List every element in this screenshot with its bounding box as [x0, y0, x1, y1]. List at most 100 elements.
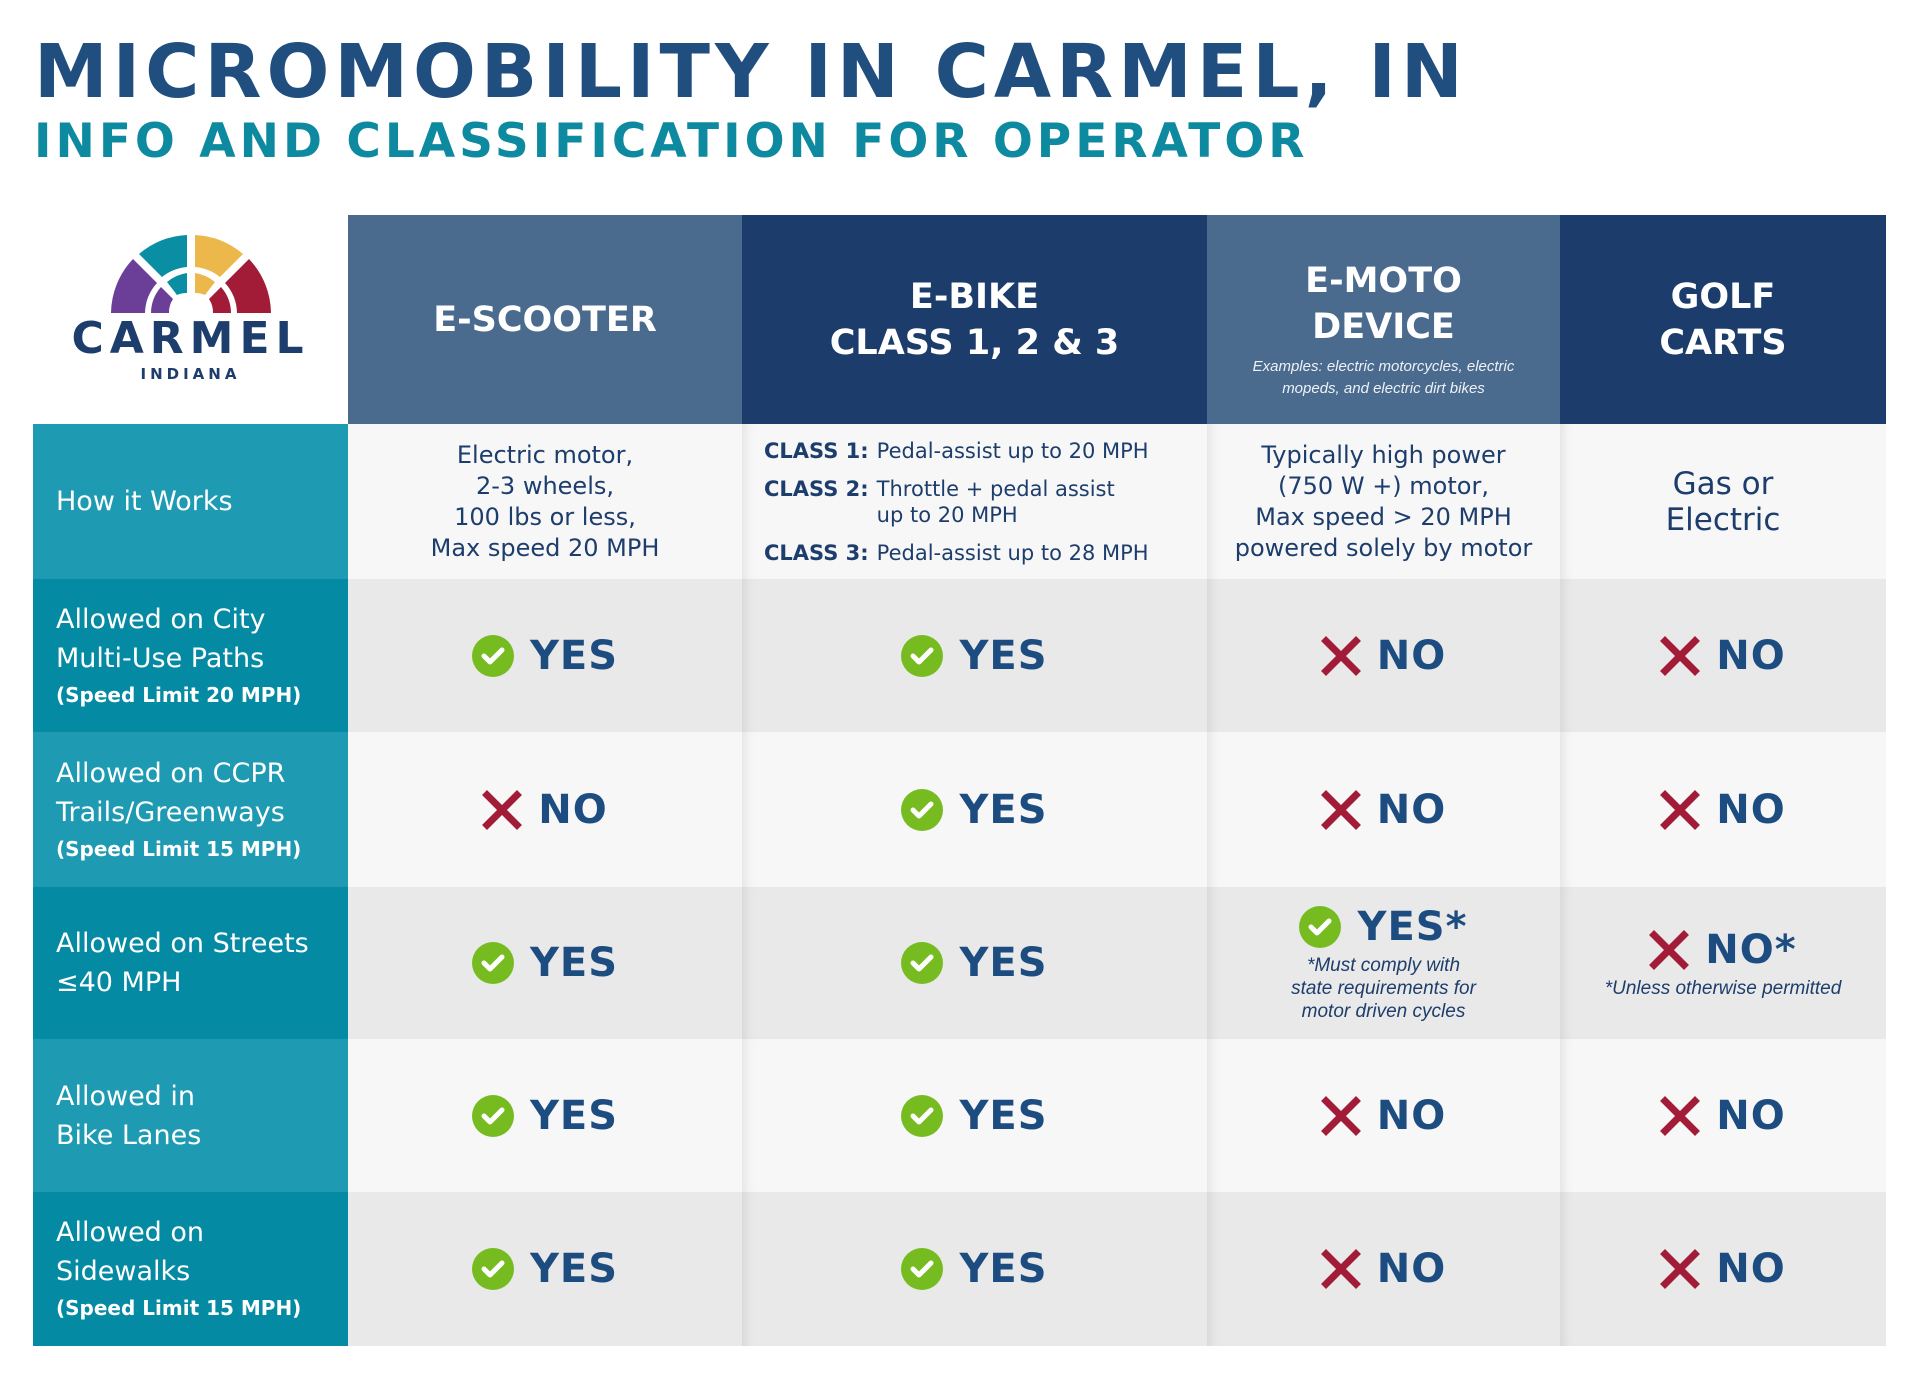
ebike-class-2: CLASS 2: Throttle + pedal assist up to 2…: [764, 476, 1115, 528]
verdict-text: NO*: [1705, 926, 1797, 973]
cell-ebike-row-5: YES: [742, 1192, 1207, 1346]
class-desc: Throttle + pedal assist up to 20 MPH: [877, 476, 1115, 528]
row-label-line: Allowed on CCPR: [56, 757, 286, 789]
no-verdict: NO: [1320, 787, 1446, 833]
x-mark-icon: [1660, 635, 1701, 676]
row-label-line: Allowed on Streets: [56, 928, 309, 959]
row-label-1: Allowed on City Multi-Use Paths (Speed Lim…: [33, 579, 348, 732]
header-title: E-SCOOTER: [433, 299, 657, 340]
how-cell-emoto: Typically high power (750 W +) motor, Ma…: [1207, 424, 1560, 579]
verdict-text: NO: [538, 786, 608, 833]
verdict-text: YES: [529, 1092, 619, 1139]
class-key: CLASS 1:: [764, 438, 869, 463]
column-header-escooter: E-SCOOTER: [348, 215, 742, 424]
verdict-text: YES: [529, 632, 619, 679]
verdict-text: YES: [529, 1246, 619, 1292]
note-line: mopeds, and electric dirt bikes: [1282, 379, 1485, 397]
check-circle-icon: [901, 942, 944, 984]
how-line: powered solely by motor: [1234, 533, 1533, 562]
footnote-line: motor driven cycles: [1301, 1000, 1466, 1022]
class-key: CLASS 2:: [764, 476, 869, 501]
cell-golf-row-5: NO: [1560, 1192, 1886, 1346]
verdict-text: YES: [959, 940, 1048, 986]
verdict-text: NO: [1376, 1092, 1447, 1139]
no-verdict: NO: [1660, 633, 1785, 679]
row-label-2: Allowed on CCPR Trails/Greenways (Speed Li…: [33, 732, 348, 887]
row-label-5: Allowed on Sidewalks (Speed Limit 15 MPH): [33, 1192, 348, 1346]
cell-golf-row-1: NO: [1560, 579, 1886, 732]
how-cell-ebike: CLASS 1: Pedal-assist up to 20 MPH CLASS…: [742, 424, 1207, 579]
ebike-class-3: CLASS 3: Pedal-assist up to 28 MPH: [764, 540, 1149, 566]
row-label-line: Trails/Greenways: [56, 796, 285, 828]
row-label-line: Sidewalks: [56, 1256, 191, 1287]
yes-verdict: YES: [471, 632, 619, 679]
how-line: Max speed > 20 MPH: [1255, 502, 1512, 531]
footnote: *Unless otherwise permitted: [1605, 977, 1842, 1000]
verdict-text: NO: [1716, 1092, 1786, 1139]
how-line: Electric: [1665, 501, 1781, 538]
header-title-line: E-MOTO: [1305, 260, 1462, 301]
check-circle-icon: [471, 1248, 514, 1290]
check-circle-icon: [1299, 905, 1342, 948]
yes-verdict: YES: [901, 940, 1047, 986]
check-circle-icon: [901, 1248, 944, 1290]
cell-escooter-row-2: NO: [348, 732, 742, 887]
yes-verdict: YES: [901, 1246, 1047, 1292]
footnote-line: state requirements for: [1291, 977, 1476, 999]
no-verdict: NO: [1320, 633, 1446, 679]
check-circle-icon: [901, 788, 944, 831]
row-label-text: How it Works: [56, 486, 233, 517]
row-label-how-it-works: How it Works: [33, 424, 348, 579]
row-label-line: Allowed on: [56, 1217, 205, 1248]
how-line: Max speed 20 MPH: [430, 533, 660, 562]
check-circle-icon: [471, 942, 514, 984]
header-title-line: CLASS 1, 2 & 3: [829, 322, 1120, 363]
row-label-speed-limit: (Speed Limit 20 MPH): [56, 682, 302, 707]
class-key: CLASS 3:: [764, 540, 869, 565]
yes-verdict: YES*: [1299, 904, 1467, 950]
row-label-line: Bike Lanes: [56, 1119, 202, 1151]
cell-emoto-row-2: NO: [1207, 732, 1560, 887]
cell-emoto-row-3: YES* *Must comply with state requirements …: [1207, 887, 1560, 1039]
page-subtitle: INFO AND CLASSIFICATION FOR OPERATOR: [34, 114, 1309, 169]
cell-golf-row-2: NO: [1560, 732, 1886, 887]
x-mark-icon: [1649, 929, 1690, 970]
class-desc: Pedal-assist up to 28 MPH: [876, 540, 1149, 565]
no-verdict: NO: [482, 787, 607, 833]
x-mark-icon: [1320, 789, 1361, 830]
cell-ebike-row-3: YES: [742, 887, 1207, 1039]
cell-escooter-row-1: YES: [348, 579, 742, 732]
how-line: Typically high power: [1261, 440, 1506, 469]
ebike-class-1: CLASS 1: Pedal-assist up to 20 MPH: [764, 438, 1149, 464]
column-header-golf: GOLF CARTS: [1560, 215, 1886, 424]
yes-verdict: YES: [901, 787, 1047, 833]
check-circle-icon: [471, 634, 514, 677]
yes-verdict: YES: [901, 1093, 1047, 1139]
cell-golf-row-4: NO: [1560, 1039, 1886, 1192]
footnote-line: *Must comply with: [1306, 954, 1461, 976]
check-circle-icon: [901, 634, 944, 677]
x-mark-icon: [1320, 1249, 1361, 1289]
verdict-text: NO: [1716, 632, 1786, 679]
header-title-line: CARTS: [1659, 322, 1787, 363]
x-mark-icon: [482, 789, 523, 830]
no-verdict: NO: [1660, 1093, 1785, 1139]
yes-verdict: YES: [901, 633, 1047, 679]
class-desc-line: Throttle + pedal assist: [876, 476, 1115, 501]
column-header-ebike: E-BIKE CLASS 1, 2 & 3: [742, 215, 1207, 424]
cell-escooter-row-5: YES: [348, 1192, 742, 1346]
how-line: Electric motor,: [456, 440, 634, 469]
no-verdict: NO*: [1649, 927, 1796, 973]
row-label-line: Multi-Use Paths: [56, 642, 265, 674]
page-title: MICROMOBILITY IN CARMEL, IN: [34, 29, 1468, 115]
verdict-text: NO: [1716, 1246, 1786, 1292]
verdict-text: YES*: [1357, 903, 1468, 950]
verdict-text: YES: [959, 632, 1048, 679]
how-line: 100 lbs or less,: [454, 502, 636, 531]
cell-ebike-row-2: YES: [742, 732, 1207, 887]
row-label-3: Allowed on Streets ≤40 MPH: [33, 887, 348, 1039]
yes-verdict: YES: [471, 1092, 619, 1139]
carmel-arch-icon: [111, 235, 271, 313]
note-line: Examples: electric motorcycles, electric: [1252, 357, 1515, 375]
x-mark-icon: [1660, 789, 1701, 830]
